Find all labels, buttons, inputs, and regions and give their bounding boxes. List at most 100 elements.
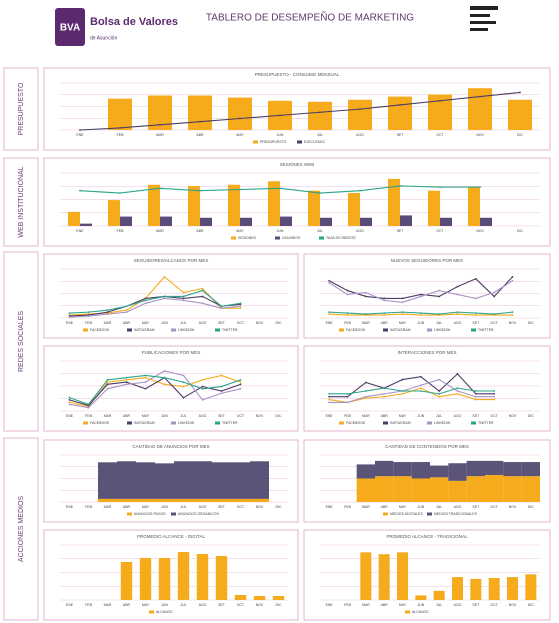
x-tick-label: SET — [218, 414, 226, 418]
x-tick-label: AGO — [199, 414, 207, 418]
line-point — [125, 376, 128, 379]
line-series — [79, 91, 521, 131]
x-tick-label: ABR — [123, 321, 131, 325]
bar — [388, 96, 412, 130]
section-frame — [3, 67, 39, 151]
x-tick-label: OCT — [237, 603, 245, 607]
x-tick-label: DIC — [275, 603, 282, 607]
bar — [200, 217, 212, 226]
line-point — [364, 395, 367, 398]
line-point — [401, 390, 404, 392]
line-point — [438, 378, 441, 381]
bar-segment — [212, 498, 231, 502]
line-point — [479, 95, 481, 98]
line-point — [364, 397, 367, 400]
line-point — [438, 392, 441, 395]
x-tick-label: ENE — [66, 505, 74, 509]
bar-segment — [521, 476, 540, 502]
x-tick-label: NOV — [256, 505, 264, 509]
line-point — [220, 392, 223, 395]
bar-segment — [430, 477, 449, 502]
line-point — [346, 312, 349, 314]
line-point — [383, 312, 386, 314]
x-tick-label: MAR — [104, 321, 112, 325]
legend-label: INSTAGRAM — [134, 328, 155, 332]
legend-swatch — [275, 236, 280, 240]
section-label: PRESUPUESTO — [18, 82, 25, 135]
bar — [160, 216, 172, 226]
bar — [525, 574, 537, 600]
line-point — [239, 378, 242, 381]
legend-swatch — [339, 328, 344, 332]
legend-label: LINKEDIN — [434, 421, 451, 425]
bar — [360, 217, 372, 226]
legend-swatch — [231, 236, 236, 240]
line-point — [438, 295, 441, 298]
line-point — [346, 395, 349, 398]
line-point — [144, 376, 147, 379]
x-tick-label: SET — [472, 414, 480, 418]
line-point — [493, 390, 496, 392]
x-tick-label: SET — [397, 133, 405, 137]
line-point — [383, 299, 386, 302]
bar-segment — [393, 476, 412, 502]
section-label: ACCIONES MEDIOS — [18, 496, 25, 562]
line-point — [220, 305, 223, 308]
line-point — [201, 385, 204, 388]
line-point — [201, 378, 204, 381]
x-tick-label: AGO — [454, 603, 462, 607]
bar — [108, 200, 120, 226]
x-tick-label: MAY — [142, 321, 150, 325]
x-tick-label: FEB — [344, 414, 351, 418]
line-point — [182, 381, 185, 384]
line-point — [419, 390, 422, 392]
bar-segment — [356, 464, 375, 479]
x-tick-label: JUL — [180, 603, 186, 607]
line-point — [419, 293, 422, 296]
line-point — [163, 295, 166, 298]
legend-swatch — [383, 328, 388, 332]
x-tick-label: AGO — [454, 321, 462, 325]
x-tick-label: SET — [218, 321, 226, 325]
x-tick-label: MAR — [362, 321, 370, 325]
logo-box — [55, 8, 85, 46]
line-point — [474, 392, 477, 395]
bar — [452, 577, 463, 600]
legend-label: TASA DE REBOTE — [326, 236, 357, 240]
bar — [68, 211, 80, 226]
line-point — [239, 305, 242, 308]
qr-code — [470, 6, 498, 31]
legend-swatch — [297, 140, 302, 144]
x-tick-label: MAY — [399, 603, 407, 607]
line-point — [493, 398, 496, 401]
line-point — [383, 297, 386, 300]
x-tick-label: ABR — [381, 505, 389, 509]
page-title: TABLERO DE DESEMPEÑO DE MARKETING — [206, 11, 414, 24]
bar — [428, 190, 440, 226]
bar — [253, 596, 266, 600]
x-tick-label: MAY — [399, 321, 407, 325]
legend-label: FACEBOOK — [346, 421, 366, 425]
line-point — [401, 392, 404, 395]
line-point — [125, 309, 128, 312]
bar-segment — [117, 461, 136, 499]
x-tick-label: SET — [472, 603, 480, 607]
chart-panel — [43, 157, 551, 247]
bar — [108, 98, 132, 130]
line-point — [106, 381, 109, 384]
line-point — [119, 127, 121, 129]
legend-swatch — [215, 421, 220, 425]
bar-segment — [466, 476, 485, 502]
legend-label: USUARIOS — [282, 236, 301, 240]
x-tick-label: FEB — [85, 414, 92, 418]
line-point — [201, 302, 204, 305]
x-tick-label: JUL — [180, 414, 186, 418]
x-tick-label: ENE — [66, 321, 74, 325]
line-point — [159, 187, 161, 190]
brand-sub: de Asunción — [90, 35, 117, 41]
bar — [378, 554, 390, 600]
line-point — [182, 396, 185, 399]
bar-segment — [193, 498, 212, 502]
bar — [488, 578, 500, 600]
line-point — [79, 129, 81, 131]
